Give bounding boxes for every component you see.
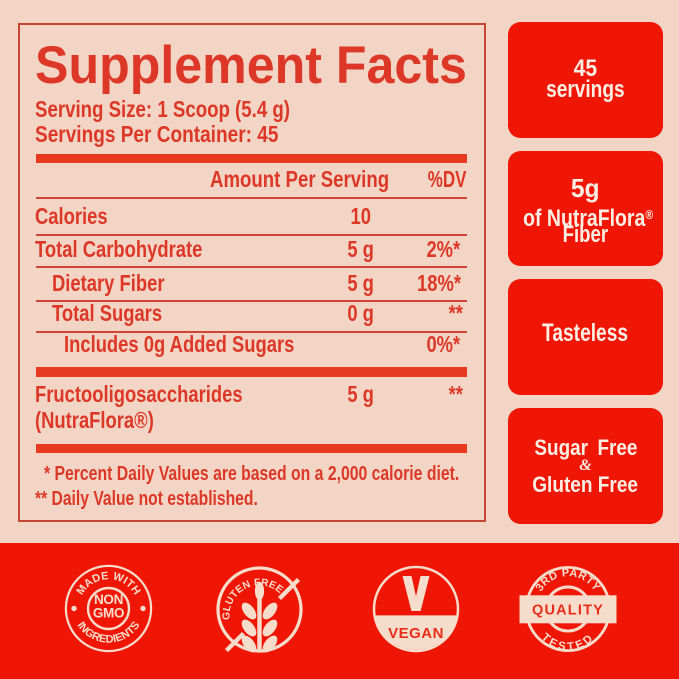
svg-text:3RD PARTY: 3RD PARTY [534, 567, 603, 594]
svg-text:QUALITY: QUALITY [532, 602, 604, 618]
svg-text:GMO: GMO [93, 605, 124, 620]
svg-text:TESTED: TESTED [539, 631, 597, 653]
svg-text:NON: NON [94, 592, 123, 607]
svg-text:INGREDIENTS: INGREDIENTS [75, 620, 143, 646]
svg-text:VEGAN: VEGAN [388, 625, 444, 642]
